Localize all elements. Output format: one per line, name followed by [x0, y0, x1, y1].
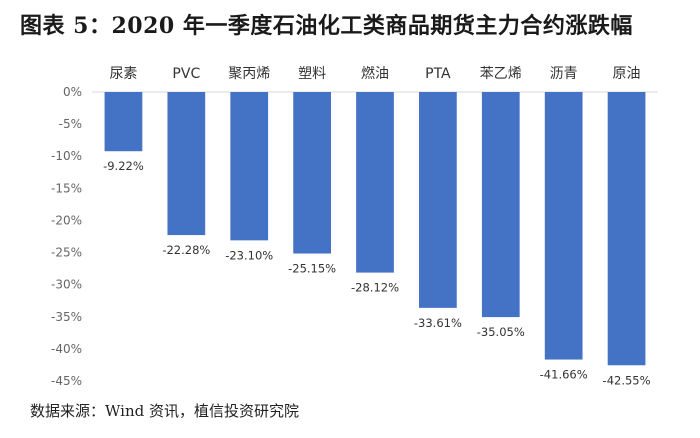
y-tick-label: -15%: [51, 181, 82, 195]
data-label: -28.12%: [351, 281, 399, 295]
source-note: 数据来源：Wind 资讯，植信投资研究院: [30, 402, 299, 420]
bar: [419, 92, 457, 308]
bar: [356, 92, 394, 273]
y-tick-label: -10%: [51, 149, 82, 163]
bar: [481, 92, 520, 318]
y-tick-label: -25%: [51, 246, 82, 260]
bar: [293, 92, 331, 254]
data-labels: -9.22% -22.28% -23.10% -25.15% -28.12% -33.61…: [103, 159, 651, 387]
data-label: -22.28%: [162, 243, 210, 257]
y-tick-label: -20%: [51, 213, 82, 227]
category-label: PVC: [172, 66, 200, 82]
category-label: 尿素: [109, 66, 137, 82]
category-label: 塑料: [298, 66, 326, 82]
category-label: 原油: [613, 66, 641, 82]
category-label: PTA: [425, 66, 451, 82]
data-label: -23.10%: [225, 248, 273, 262]
bar: [167, 92, 206, 236]
y-tick-label: -5%: [59, 117, 82, 131]
bar: [230, 92, 269, 241]
category-labels: 尿素 PVC 聚丙烯 塑料 燃油 PTA 苯乙烯 沥青 原油: [109, 65, 640, 82]
data-label: -41.66%: [540, 368, 588, 382]
y-tick-label: -30%: [51, 278, 82, 292]
bar: [544, 92, 583, 360]
y-tick-label: -45%: [51, 374, 82, 388]
y-tick-label: -40%: [51, 342, 82, 356]
data-label: -33.61%: [414, 316, 462, 330]
data-label: -42.55%: [603, 373, 651, 387]
bar: [104, 92, 143, 152]
category-label: 燃油: [361, 65, 389, 82]
y-tick-label: -35%: [51, 310, 82, 324]
y-tick-label: 0%: [63, 85, 82, 99]
data-label: -35.05%: [477, 325, 525, 339]
chart-title: 图表 5：2020 年一季度石油化工类商品期货主力合约涨跌幅: [20, 13, 633, 39]
category-label: 苯乙烯: [480, 65, 522, 82]
data-label: -25.15%: [288, 262, 336, 276]
bar: [607, 92, 646, 366]
category-label: 聚丙烯: [228, 66, 270, 82]
data-label: -9.22%: [103, 159, 144, 173]
category-label: 沥青: [550, 66, 578, 82]
bars: [104, 92, 646, 366]
